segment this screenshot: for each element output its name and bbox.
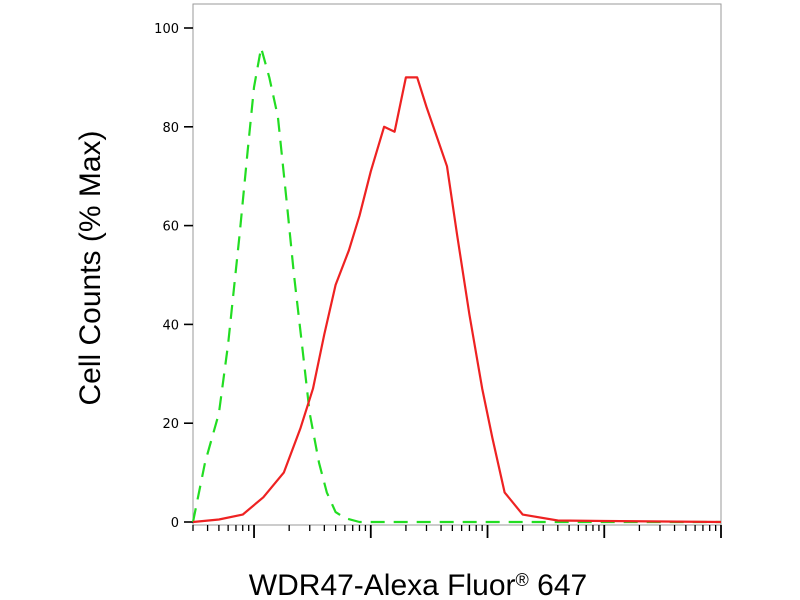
series-layer [191, 46, 722, 524]
x-axis-title: WDR47-Alexa Fluor® 647 [249, 569, 587, 600]
y-tick-label: 40 [162, 318, 179, 333]
x-axis-title-spacer [529, 569, 537, 600]
y-axis: 0 20 40 60 80 100 [154, 4, 194, 531]
plot-frame [192, 3, 722, 526]
y-tick-label: 20 [162, 417, 179, 432]
y-tick-label: 60 [162, 220, 179, 235]
y-tick-label: 80 [162, 121, 179, 136]
x-axis-title-number: 647 [537, 569, 587, 600]
series-line-1 [191, 46, 721, 524]
y-axis-title: Cell Counts (% Max) [74, 130, 107, 405]
x-axis [192, 525, 722, 538]
x-axis-title-registered: ® [516, 570, 529, 590]
x-axis-title-main: WDR47-Alexa Fluor [249, 569, 516, 600]
series-line-2 [192, 76, 722, 524]
y-tick-label: 0 [171, 516, 179, 531]
y-tick-label: 100 [154, 22, 179, 37]
